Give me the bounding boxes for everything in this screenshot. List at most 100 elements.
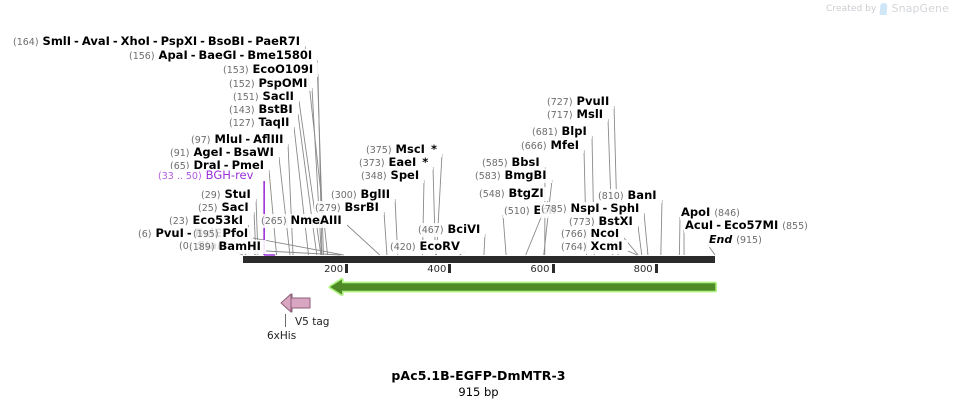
site-label-row[interactable]: (717) MslI	[546, 107, 609, 122]
site-position: (156)	[129, 51, 155, 62]
plasmid-name: pAc5.1B-EGFP-DmMTR-3	[391, 368, 566, 383]
site-label-row[interactable]: (467) BciVI	[417, 222, 486, 237]
enzyme-name: BsaWI	[233, 145, 274, 159]
enzyme-name: BtgZI	[508, 186, 544, 200]
enzyme-name: SpeI	[390, 168, 420, 182]
site-leader-line	[643, 212, 649, 256]
enzyme-name: BstBI	[258, 102, 293, 116]
enzyme-name: SphI	[610, 201, 640, 215]
enzyme-name: PvuII	[576, 94, 610, 108]
orf-arrow-layer	[328, 278, 717, 296]
site-label-row[interactable]: (91) AgeI - BsaWI	[169, 146, 279, 160]
enzyme-name: AvaI	[81, 34, 110, 48]
site-label-row[interactable]: (152) PspOMI	[228, 77, 313, 91]
ruler-tick	[448, 264, 452, 273]
site-label-row[interactable]: (189) BamHI	[188, 240, 266, 254]
site-label-row[interactable]: (375) MscI *	[365, 143, 442, 157]
enzyme-name: MluI	[214, 132, 243, 146]
site-label-row[interactable]: End (915)	[708, 234, 767, 247]
site-position: (153)	[223, 65, 249, 76]
enzyme-name: BanI	[627, 188, 657, 202]
enzyme-name: BsrBI	[344, 200, 379, 214]
site-label-row[interactable]: (29) StuI	[200, 188, 256, 202]
enzyme-name: BsoBI	[207, 34, 245, 48]
enzyme-name: MslI	[576, 107, 604, 121]
site-position: (143)	[229, 105, 255, 116]
enzyme-name: NspI	[570, 201, 600, 215]
site-position: (279)	[315, 203, 341, 214]
site-label-row[interactable]: (25) SacI	[197, 201, 254, 215]
watermark-brand-text: SnapGene	[891, 2, 949, 15]
site-label-row[interactable]: ApoI (846)	[680, 206, 745, 220]
site-label-row[interactable]: (666) MfeI	[520, 139, 585, 153]
site-leader-line	[298, 100, 322, 256]
site-leader-line	[678, 216, 681, 256]
site-leader-line	[293, 126, 309, 256]
site-label-row[interactable]: (810) BanI	[597, 189, 662, 203]
site-label-row[interactable]: (348) SpeI	[360, 168, 425, 183]
site-label-row[interactable]: AcuI - Eco57MI (855)	[684, 219, 813, 233]
site-label-row[interactable]: (143) BstBI	[228, 103, 298, 117]
enzyme-name: Bme1580I	[247, 48, 313, 62]
site-label-row[interactable]: (23) Eco53kI	[168, 214, 249, 228]
site-position: (764)	[561, 242, 587, 253]
site-label-row[interactable]: (583) BmgBI	[474, 169, 552, 183]
enzyme-name: BciVI	[447, 222, 481, 236]
site-position: (846)	[714, 208, 740, 219]
site-position: (97)	[191, 135, 211, 146]
site-label-row[interactable]: (681) BlpI	[531, 125, 592, 139]
enzyme-name: EcoO109I	[252, 62, 314, 76]
enzyme-name: TaqII	[258, 115, 290, 129]
site-position: (348)	[361, 171, 387, 182]
site-position: (467)	[418, 225, 444, 236]
enzyme-name: BlpI	[561, 124, 587, 138]
site-label-row[interactable]: (764) XcmI	[560, 240, 628, 254]
ruler-tick-label: 200	[324, 264, 344, 275]
site-position: (375)	[366, 145, 392, 156]
ruler-tick-label: 600	[530, 264, 550, 275]
enzyme-name: BstXI	[598, 214, 633, 228]
site-position: (510)	[504, 206, 530, 217]
site-label-row[interactable]: (727) PvuII	[546, 94, 615, 109]
site-label-row[interactable]: (548) BtgZI	[478, 187, 549, 201]
feature-arrow-6xhis[interactable]	[280, 293, 292, 313]
site-label-row[interactable]: (373) EaeI *	[358, 155, 434, 170]
sequence-terminus-label: End	[709, 233, 733, 246]
enzyme-separator: -	[74, 34, 79, 48]
site-label-row[interactable]: (585) BbsI	[481, 156, 545, 170]
snapgene-watermark: Created by SnapGene	[826, 2, 949, 15]
6xhis-label: 6xHis	[267, 330, 297, 342]
site-label-row[interactable]: (300) BglII	[330, 188, 396, 202]
enzyme-asterisk: *	[430, 142, 437, 156]
enzyme-name: PvuI	[155, 226, 184, 240]
site-label-row[interactable]: (265) NmeAIII	[260, 214, 347, 228]
site-label-row[interactable]: (127) TaqII	[228, 115, 295, 130]
site-label-row[interactable]: (420) EcoRV	[389, 240, 465, 254]
site-label-row[interactable]: (156) ApaI - BaeGI - Bme1580I	[128, 48, 318, 63]
site-position: (855)	[782, 221, 808, 232]
site-label-row[interactable]: (766) NcoI	[560, 227, 625, 241]
site-leader-line	[346, 224, 381, 256]
enzyme-name: PspXI	[160, 34, 198, 48]
enzyme-name: EaeI	[388, 155, 417, 169]
site-leader-line	[297, 113, 318, 256]
ruler-tick-label: 400	[427, 264, 447, 275]
site-label-row[interactable]: (33 .. 50) BGH-rev	[157, 169, 259, 183]
site-label-row[interactable]: (773) BstXI	[568, 215, 638, 229]
site-label-row[interactable]: (164) SmlI - AvaI - XhoI - PspXI - BsoBI - PaeR7I	[12, 34, 306, 49]
site-position: (23)	[169, 216, 189, 227]
site-label-row[interactable]: (785) NspI - SphI	[540, 201, 645, 216]
enzyme-separator: -	[247, 34, 253, 48]
site-label-row[interactable]: (195) PfoI	[192, 227, 254, 241]
site-label-row[interactable]: (153) EcoO109I	[222, 62, 319, 77]
site-label-row[interactable]: (97) MluI - AflIII	[190, 132, 289, 147]
orf-arrow[interactable]	[330, 279, 716, 295]
enzyme-separator: -	[239, 48, 245, 62]
sequence-backbone	[243, 256, 715, 263]
enzyme-name: EcoRV	[419, 239, 460, 253]
site-label-row[interactable]: (279) BsrBI	[314, 201, 384, 215]
site-position: (548)	[479, 189, 505, 200]
enzyme-name: PaeR7I	[255, 34, 301, 48]
site-label-row[interactable]: (151) SacII	[232, 90, 299, 104]
site-position: (681)	[532, 127, 558, 138]
